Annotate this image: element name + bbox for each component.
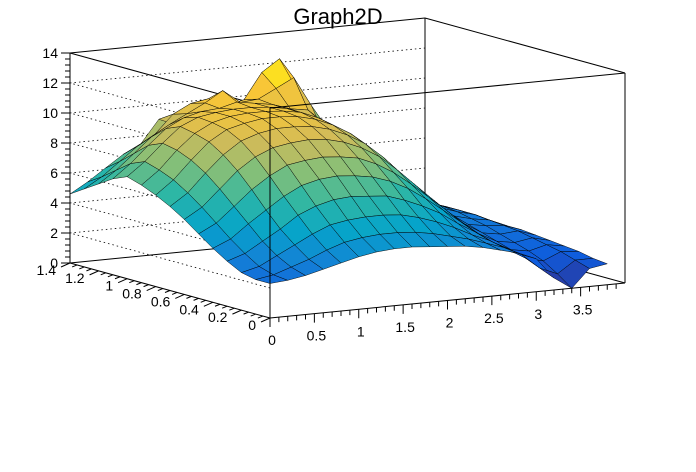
y-minor-tick — [100, 272, 106, 276]
y-tick — [117, 278, 128, 284]
y-minor-tick — [186, 295, 192, 299]
y-tick-label: 1.4 — [37, 262, 57, 278]
frame-edge — [424, 17, 626, 74]
x-tick-label: 2 — [446, 315, 454, 331]
z-tick-label: 2 — [50, 225, 58, 241]
y-minor-tick — [257, 315, 264, 319]
z-tick-label: 10 — [42, 105, 58, 121]
y-minor-tick — [243, 311, 249, 315]
grid-line-left — [69, 232, 271, 289]
grid-line-back — [69, 77, 426, 114]
y-minor-tick — [143, 284, 149, 288]
z-tick-label: 14 — [42, 45, 58, 61]
frame-edge — [69, 17, 426, 54]
z-tick-label: 4 — [50, 195, 58, 211]
z-tick-label: 8 — [50, 135, 58, 151]
y-minor-tick — [164, 290, 171, 293]
frame-edge — [69, 52, 271, 109]
y-tick-label: 1 — [105, 278, 113, 294]
x-tick-label: 0 — [268, 332, 276, 348]
grid-line-left — [69, 82, 271, 139]
y-minor-tick — [250, 313, 256, 317]
z-tick-label: 0 — [50, 255, 58, 271]
surface-mesh — [69, 58, 608, 289]
y-minor-tick — [136, 282, 142, 286]
y-tick — [232, 309, 242, 315]
y-minor-tick — [71, 264, 78, 268]
y-tick — [60, 262, 71, 268]
y-tick — [175, 293, 185, 299]
surface-cell — [69, 176, 103, 195]
x-tick-label: 1 — [357, 323, 365, 339]
x-tick-label: 0.5 — [307, 328, 327, 344]
z-tick-label: 12 — [42, 75, 58, 91]
z-tick-label: 6 — [50, 165, 58, 181]
grid-line-left — [69, 202, 271, 259]
surface-cell — [574, 258, 608, 269]
y-tick-label: 0.2 — [208, 309, 228, 325]
x-tick-label: 1.5 — [395, 319, 415, 335]
y-tick-label: 0.4 — [179, 301, 199, 317]
x-tick-label: 3 — [534, 306, 542, 322]
y-minor-tick — [221, 305, 228, 309]
y-minor-tick — [86, 268, 92, 272]
y-minor-tick — [157, 288, 164, 291]
box-frame-front — [269, 17, 626, 318]
y-minor-tick — [107, 274, 114, 278]
y-tick-label: 1.2 — [65, 270, 85, 286]
y-tick-label: 0 — [248, 317, 256, 333]
y-minor-tick — [200, 299, 206, 303]
chart-title: Graph2D — [293, 4, 382, 29]
grid-line-back — [69, 47, 426, 84]
y-tick — [203, 301, 214, 307]
y-tick — [89, 270, 99, 276]
y-minor-tick — [229, 307, 235, 311]
y-minor-tick — [79, 266, 85, 270]
y-minor-tick — [171, 292, 178, 295]
y-minor-tick — [214, 303, 221, 307]
y-minor-tick — [129, 280, 135, 284]
y-tick — [146, 286, 156, 292]
y-tick — [260, 317, 271, 323]
frame-edge — [269, 72, 626, 109]
y-minor-tick — [114, 276, 121, 280]
x-tick-label: 3.5 — [573, 301, 593, 317]
grid-line-back — [69, 107, 426, 144]
y-tick-label: 0.8 — [122, 286, 142, 302]
y-tick-label: 0.6 — [151, 293, 171, 309]
x-tick-label: 2.5 — [484, 310, 504, 326]
y-minor-tick — [193, 297, 199, 301]
